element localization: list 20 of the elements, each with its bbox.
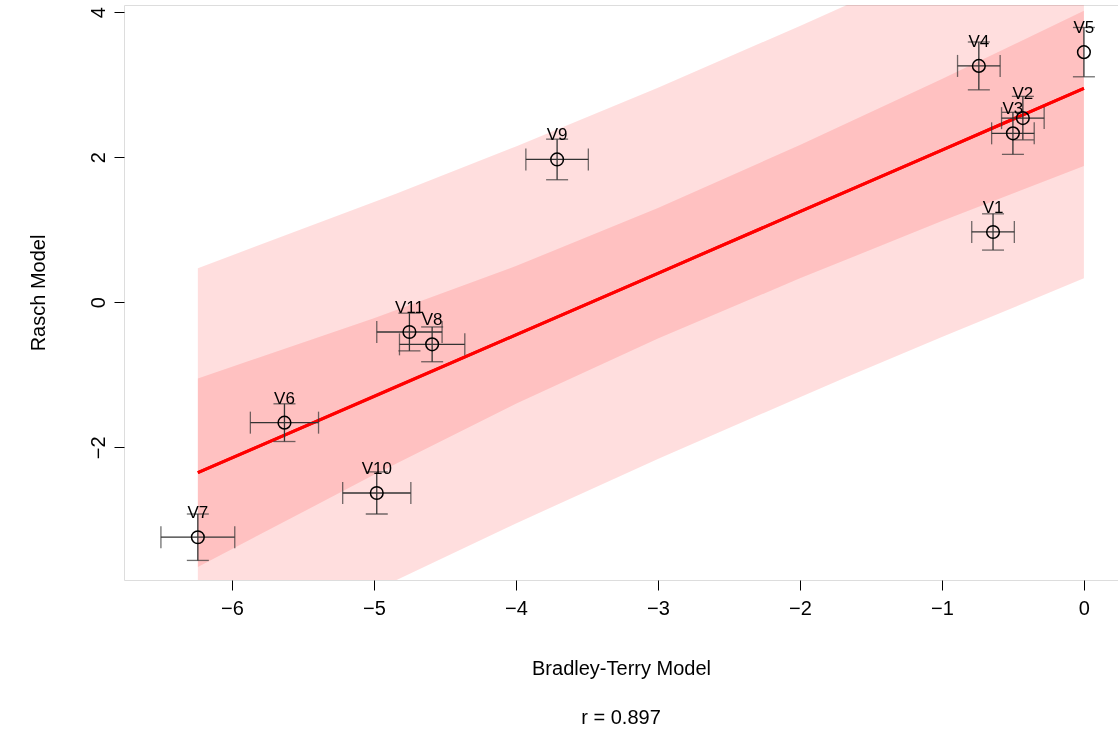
- annotation: V10: [361, 458, 392, 478]
- y-axis-title: Rasch Model: [26, 234, 49, 352]
- x-tick-label: 0: [1078, 596, 1090, 619]
- x-tick-label: −2: [789, 596, 812, 619]
- text: r = 0.897: [581, 706, 661, 728]
- x-axis-title: Bradley-Terry Model: [532, 656, 711, 679]
- x-tick-label: −3: [647, 596, 670, 619]
- x-tick-label: −5: [363, 596, 386, 619]
- annotation: V6: [274, 388, 295, 408]
- annotation: V9: [546, 125, 568, 145]
- x-tick-label: −1: [931, 596, 954, 619]
- y-tick-label: 0: [86, 297, 109, 309]
- y-tick-label: −2: [86, 436, 109, 460]
- annotation: V4: [968, 31, 990, 51]
- x-tick-label: −6: [221, 596, 244, 619]
- annotation: V7: [187, 503, 209, 523]
- x-tick-label: −4: [505, 596, 528, 619]
- y-tick-label: 4: [86, 7, 109, 19]
- annotation: V1: [982, 197, 1004, 217]
- y-tick-label: 2: [86, 152, 109, 164]
